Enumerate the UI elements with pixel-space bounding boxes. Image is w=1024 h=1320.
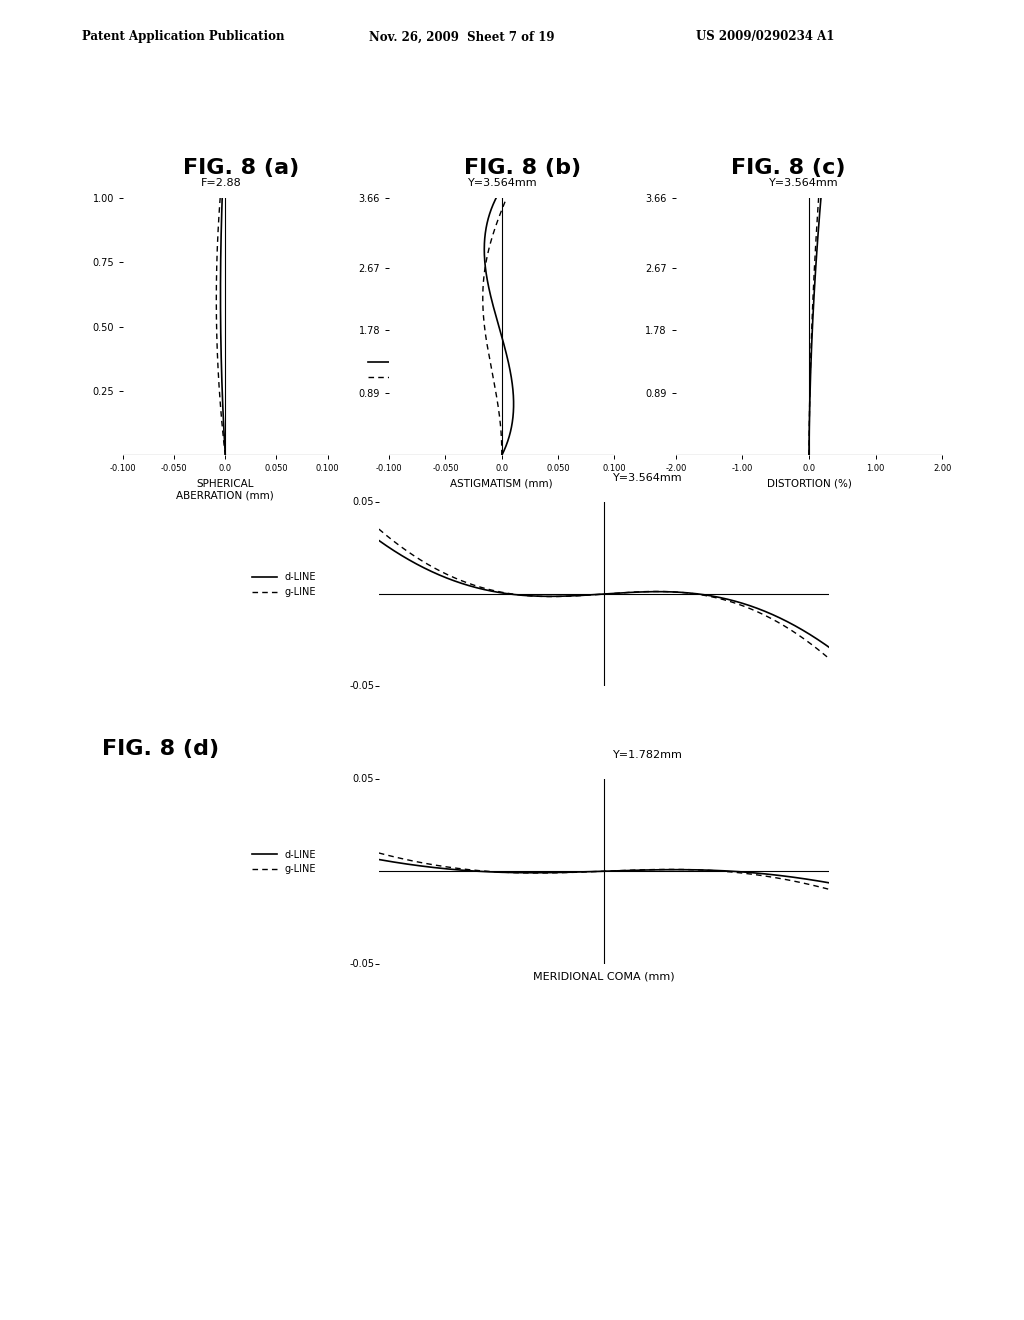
Text: F=2.88: F=2.88 (201, 178, 242, 187)
Legend: S, M: S, M (674, 354, 722, 387)
Legend: d-LINE, g-LINE: d-LINE, g-LINE (365, 354, 435, 387)
Text: 0.05: 0.05 (353, 496, 375, 507)
X-axis label: ASTIGMATISM (mm): ASTIGMATISM (mm) (451, 479, 553, 488)
Text: Y=3.564mm: Y=3.564mm (613, 473, 683, 483)
Text: FIG. 8 (c): FIG. 8 (c) (731, 158, 846, 178)
Text: US 2009/0290234 A1: US 2009/0290234 A1 (696, 30, 835, 44)
Text: FIG. 8 (d): FIG. 8 (d) (102, 739, 219, 759)
Legend: d-LINE, g-LINE: d-LINE, g-LINE (249, 569, 319, 601)
Legend: d-LINE, g-LINE: d-LINE, g-LINE (249, 846, 319, 878)
Text: FIG. 8 (a): FIG. 8 (a) (182, 158, 299, 178)
Text: 0.05: 0.05 (353, 774, 375, 784)
Text: Y=3.564mm: Y=3.564mm (769, 178, 839, 187)
Text: Y=1.782mm: Y=1.782mm (613, 750, 683, 760)
Text: -0.05: -0.05 (349, 681, 375, 692)
Text: FIG. 8 (b): FIG. 8 (b) (464, 158, 581, 178)
X-axis label: DISTORTION (%): DISTORTION (%) (767, 479, 851, 488)
Text: Nov. 26, 2009  Sheet 7 of 19: Nov. 26, 2009 Sheet 7 of 19 (369, 30, 554, 44)
Text: -0.05: -0.05 (349, 958, 375, 969)
Text: Y=3.564mm: Y=3.564mm (468, 178, 538, 187)
X-axis label: SPHERICAL
ABERRATION (mm): SPHERICAL ABERRATION (mm) (176, 479, 274, 500)
Text: Patent Application Publication: Patent Application Publication (82, 30, 285, 44)
X-axis label: MERIDIONAL COMA (mm): MERIDIONAL COMA (mm) (534, 972, 675, 982)
